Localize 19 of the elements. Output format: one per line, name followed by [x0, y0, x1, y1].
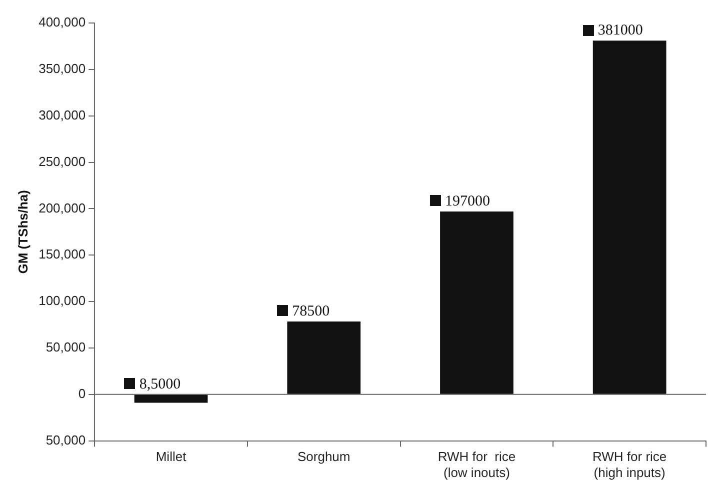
y-tick-label: 50,000 [46, 340, 86, 355]
data-label: 381000 [598, 22, 643, 39]
y-tick-label: 100,000 [38, 293, 86, 308]
y-tick-label: 50,000 [46, 432, 86, 448]
x-tick-label: RWH for rice (high inputs) [592, 449, 667, 480]
y-tick-label: 300,000 [38, 107, 86, 122]
x-tick-label: Sorghum [297, 449, 350, 464]
x-tick-label: RWH for rice (low inouts) [438, 449, 516, 480]
data-label: 8,5000 [139, 376, 181, 392]
y-tick-label: 350,000 [38, 61, 86, 76]
y-tick-label: 150,000 [38, 246, 86, 262]
y-tick-label: 0 [78, 386, 86, 401]
y-tick-label: 250,000 [38, 154, 86, 169]
x-tick-label: Millet [156, 449, 187, 464]
data-label: 197000 [445, 193, 490, 210]
y-tick-label: 400,000 [38, 14, 86, 30]
y-axis-title: GM (TShs/ha) [15, 190, 30, 274]
data-label: 78500 [292, 303, 330, 320]
y-tick-label: 200,000 [38, 200, 86, 216]
